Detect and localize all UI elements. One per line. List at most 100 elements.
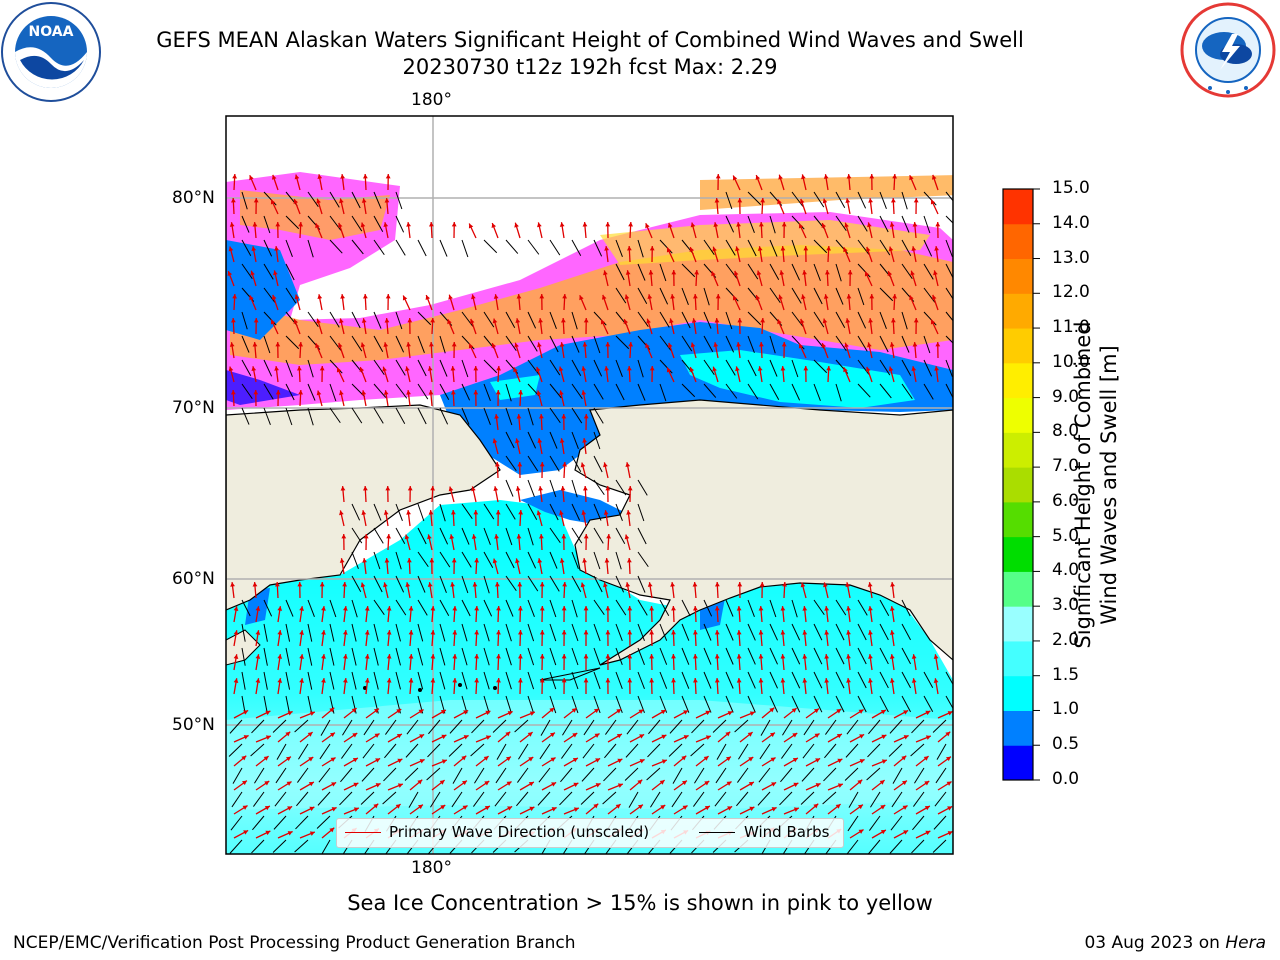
wind-barb: [241, 647, 246, 666]
wind-barb: [295, 815, 309, 830]
wave-arrowhead: [274, 366, 279, 371]
wave-arrowhead: [518, 390, 524, 395]
wave-arrowhead: [430, 486, 436, 491]
wave-arrowhead: [911, 366, 917, 372]
wave-arrowhead: [363, 534, 369, 539]
wave-arrowhead: [251, 366, 257, 372]
lat-label-50: 50°N: [172, 715, 215, 735]
wind-barb: [857, 287, 865, 306]
wave-arrowhead: [813, 803, 819, 809]
vector-field: [227, 173, 953, 854]
wind-barb: [395, 215, 405, 233]
wind-barb: [945, 287, 953, 300]
wave-arrowhead: [342, 678, 348, 683]
wind-barb: [637, 503, 645, 522]
wave-arrowhead: [890, 198, 896, 203]
wave-arrowhead: [637, 779, 643, 785]
wave-arrowhead: [362, 486, 368, 491]
wave-arrowhead: [529, 711, 535, 716]
wind-barb: [571, 455, 582, 472]
wave-arrowhead: [683, 735, 689, 740]
wave-arrowhead: [397, 758, 403, 764]
wind-barb: [241, 239, 252, 256]
wave-arrowhead: [277, 678, 283, 683]
wave-arrowhead: [516, 294, 522, 299]
wind-barb: [373, 359, 385, 376]
wave-arrowhead: [515, 486, 521, 491]
wind-barb: [857, 671, 867, 689]
wind-barb: [647, 743, 661, 758]
wind-barb: [725, 263, 738, 279]
wave-arrowhead: [727, 711, 733, 716]
wind-barb: [251, 719, 265, 734]
wave-arrowhead: [769, 732, 775, 738]
wind-barb: [307, 239, 314, 258]
wave-arrowhead: [802, 630, 808, 635]
wind-barb: [263, 311, 277, 326]
wave-arrowhead: [683, 710, 689, 715]
wave-arrowhead: [364, 606, 370, 611]
wind-barb: [659, 671, 668, 689]
wind-barb: [228, 743, 243, 757]
wave-arrowhead: [802, 270, 807, 275]
wave-arrowhead: [690, 342, 696, 348]
colorbar-tick-label: 2.0: [1052, 629, 1080, 650]
wind-barb: [703, 623, 712, 641]
wind-barb: [703, 671, 712, 689]
wave-arrowhead: [802, 678, 808, 683]
wave-arrowhead: [286, 781, 292, 786]
wave-arrowhead: [647, 294, 653, 300]
wind-barb: [637, 671, 645, 689]
wave-arrowhead: [428, 510, 434, 515]
wave-arrowhead: [582, 486, 588, 491]
wave-arrowhead: [748, 757, 754, 762]
wave-arrowhead: [593, 708, 599, 714]
wave-arrowhead: [880, 710, 886, 715]
wave-arrowhead: [405, 582, 411, 588]
wind-barb: [923, 359, 933, 377]
wind-barb: [384, 743, 397, 759]
wave-arrowhead: [468, 223, 474, 229]
wave-arrowhead: [671, 678, 676, 683]
wind-barb: [615, 599, 627, 616]
wind-barb: [395, 575, 405, 593]
wave-arrowhead: [307, 732, 313, 737]
wind-barb: [615, 287, 627, 304]
wind-barb: [913, 791, 925, 807]
wave-arrowhead: [603, 270, 608, 276]
wind-barb: [549, 695, 557, 714]
wind-barb: [483, 575, 490, 594]
wind-barb: [593, 455, 603, 473]
wave-arrowhead: [857, 804, 863, 810]
wind-barb: [373, 575, 383, 593]
wind-barb: [318, 767, 331, 783]
wave-arrowhead: [252, 222, 258, 227]
wind-barb: [769, 623, 778, 641]
wave-arrowhead: [447, 319, 452, 325]
wind-barb: [769, 599, 777, 618]
wave-arrowhead: [934, 366, 939, 371]
wave-arrowhead: [639, 734, 645, 739]
wave-arrowhead: [360, 222, 366, 228]
wind-barb: [791, 335, 805, 350]
wave-arrowhead: [735, 366, 740, 372]
wind-barb: [276, 743, 287, 760]
wave-arrowhead: [582, 222, 588, 227]
wave-arrowhead: [538, 534, 544, 539]
wave-arrowhead: [461, 780, 467, 786]
wave-arrowhead: [858, 709, 864, 714]
wind-barb: [725, 623, 734, 641]
wind-barb: [844, 767, 859, 781]
wave-arrowhead: [562, 582, 568, 587]
wave-arrowhead: [316, 318, 321, 324]
wave-arrowhead: [798, 343, 804, 349]
wave-arrowhead: [626, 366, 632, 371]
wave-arrowhead: [836, 709, 842, 714]
wind-barb: [395, 551, 402, 570]
wave-arrowhead: [536, 390, 542, 396]
wave-arrowhead: [647, 582, 653, 587]
wave-arrowhead: [317, 294, 323, 300]
wave-arrowhead: [559, 558, 565, 563]
wind-barb: [451, 791, 463, 808]
colorbar-tick-label: 8.0: [1052, 421, 1080, 442]
